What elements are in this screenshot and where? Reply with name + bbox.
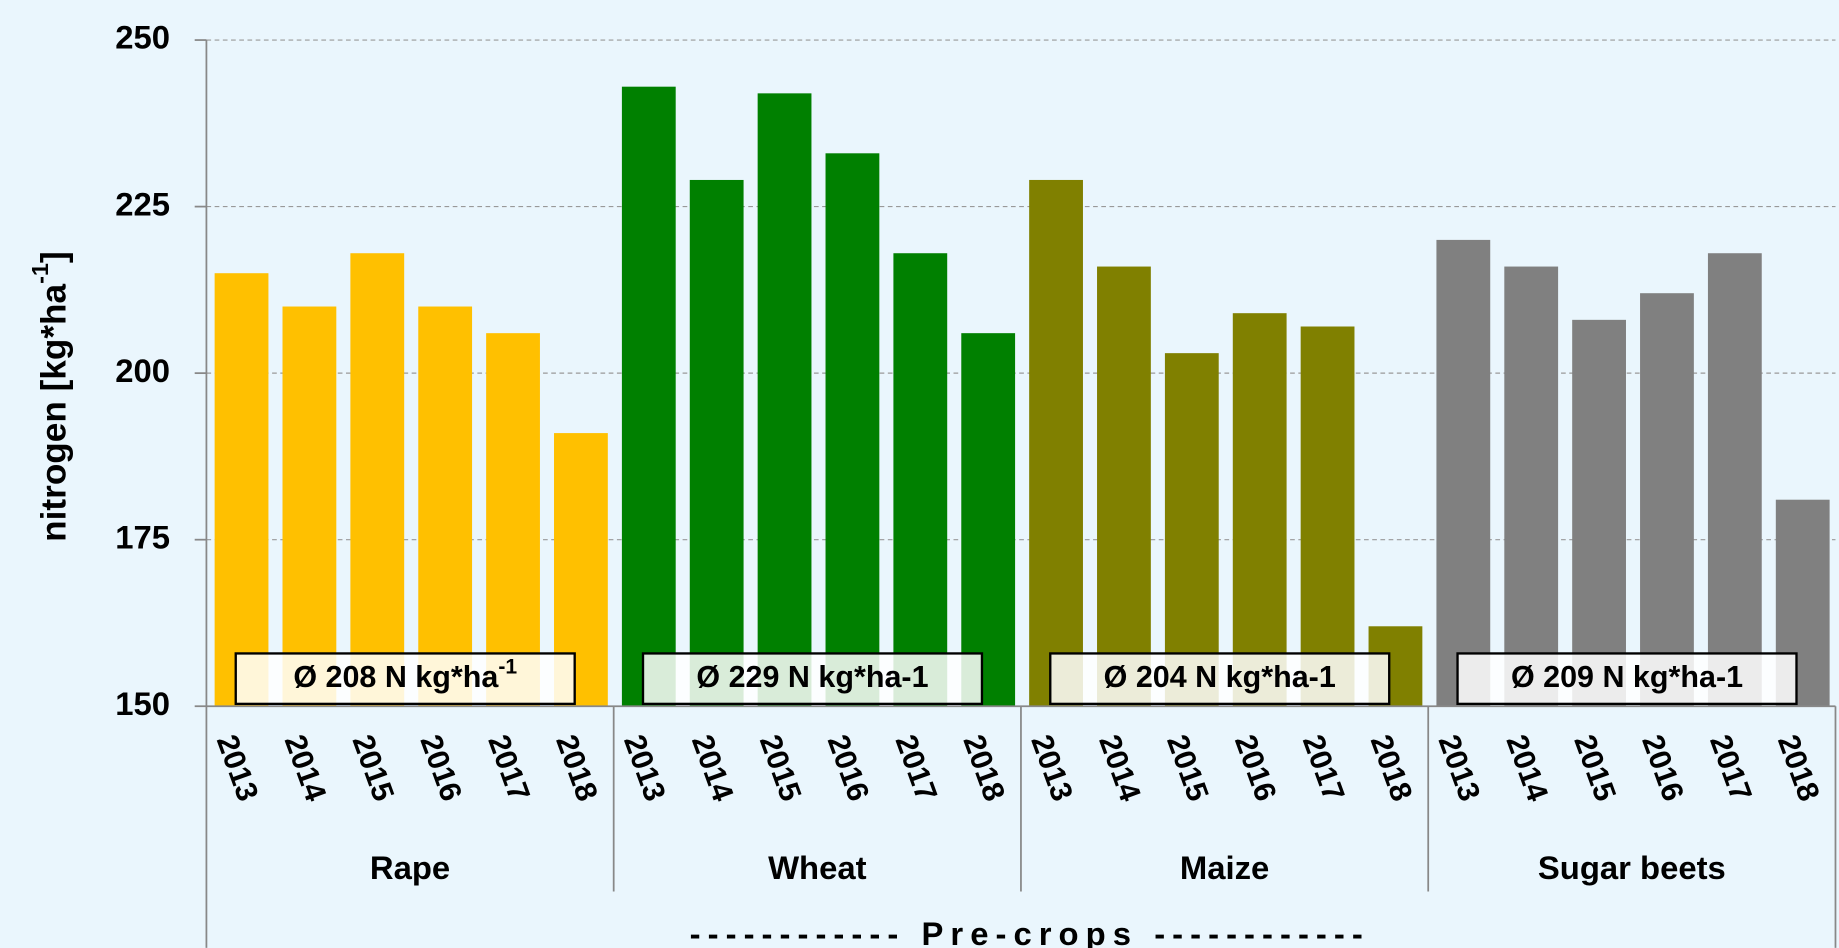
x-tick-label: 2018 xyxy=(1771,730,1826,805)
annotation-box xyxy=(1456,652,1798,706)
x-tick-label: 2016 xyxy=(1228,730,1283,805)
group-label: Maize xyxy=(1180,849,1269,886)
bar xyxy=(418,306,473,707)
x-tick-label: 2014 xyxy=(278,730,333,805)
bar xyxy=(1164,353,1219,707)
y-label-text: nitrogen [kg*ha xyxy=(35,283,74,541)
x-tick-label: 2016 xyxy=(413,730,468,805)
bar xyxy=(1572,319,1626,707)
annotation-text: Ø 229 N kg*ha-1 xyxy=(696,660,928,694)
x-tick-label: 2013 xyxy=(1024,730,1079,805)
group-label: Sugar beets xyxy=(1538,849,1726,886)
bar xyxy=(486,333,540,707)
x-tick-label: 2014 xyxy=(1499,730,1554,805)
x-tick-label: 2015 xyxy=(1160,730,1215,805)
x-tick-label: 2017 xyxy=(1703,730,1758,805)
x-tick-label: 2016 xyxy=(1635,730,1690,805)
x-tick-label: 2017 xyxy=(889,730,944,805)
annotation-text: Ø 209 N kg*ha-1 xyxy=(1511,660,1743,694)
bar xyxy=(961,333,1016,707)
x-tick-label: 2013 xyxy=(617,730,672,805)
x-tick-label: 2018 xyxy=(956,730,1011,805)
x-tick-label: 2015 xyxy=(753,730,808,805)
bar xyxy=(1300,326,1355,707)
bar xyxy=(825,153,880,707)
annotation: Ø 208 N kg*ha-1 xyxy=(293,655,517,694)
y-tick-label: 225 xyxy=(115,185,170,222)
bar xyxy=(1707,253,1762,707)
x-axis-label: ------------ Pre-crops ------------ xyxy=(690,915,1370,948)
bar xyxy=(214,273,269,707)
y-label-sup: -1 xyxy=(27,263,53,284)
bar xyxy=(350,253,405,707)
x-tick-label: 2018 xyxy=(549,730,604,805)
bar xyxy=(689,179,744,707)
x-tick-label: 2015 xyxy=(346,730,401,805)
x-tick-label: 2014 xyxy=(1092,730,1147,805)
bar xyxy=(1504,266,1559,707)
y-tick-label: 150 xyxy=(115,685,170,722)
bar xyxy=(1436,239,1491,707)
bar xyxy=(1232,313,1287,707)
annotation-text: Ø 208 N kg*ha xyxy=(293,660,499,694)
y-tick-label: 200 xyxy=(115,352,170,389)
annotation: Ø 204 N kg*ha-1 xyxy=(1104,660,1336,694)
x-tick-label: 2018 xyxy=(1364,730,1419,805)
group-label: Rape xyxy=(370,849,450,886)
bar xyxy=(1640,293,1694,707)
annotation-box xyxy=(1049,652,1391,706)
bar xyxy=(1097,266,1151,707)
x-tick-label: 2015 xyxy=(1567,730,1622,805)
x-tick-label: 2016 xyxy=(821,730,876,805)
x-tick-label: 2017 xyxy=(1296,730,1351,805)
y-tick-label: 250 xyxy=(115,19,170,56)
y-tick-label: 175 xyxy=(115,518,170,555)
annotation-text: Ø 204 N kg*ha-1 xyxy=(1104,660,1336,694)
annotation-box xyxy=(641,652,984,706)
group-label: Wheat xyxy=(768,849,867,886)
annotation: Ø 209 N kg*ha-1 xyxy=(1511,660,1743,694)
annotation-box xyxy=(234,652,576,706)
bar xyxy=(1029,179,1083,707)
x-tick-label: 2014 xyxy=(685,730,740,805)
x-tick-label: 2017 xyxy=(481,730,536,805)
y-axis-label: nitrogen [kg*ha-1] xyxy=(27,251,73,542)
bar xyxy=(893,253,948,707)
bar xyxy=(757,93,812,707)
annotation-sup: -1 xyxy=(498,655,517,678)
bar xyxy=(282,306,337,707)
x-tick-label: 2013 xyxy=(1432,730,1487,805)
y-label-end: ] xyxy=(35,251,74,263)
annotation: Ø 229 N kg*ha-1 xyxy=(696,660,928,694)
x-tick-label: 2013 xyxy=(210,730,265,805)
bar xyxy=(621,86,676,707)
